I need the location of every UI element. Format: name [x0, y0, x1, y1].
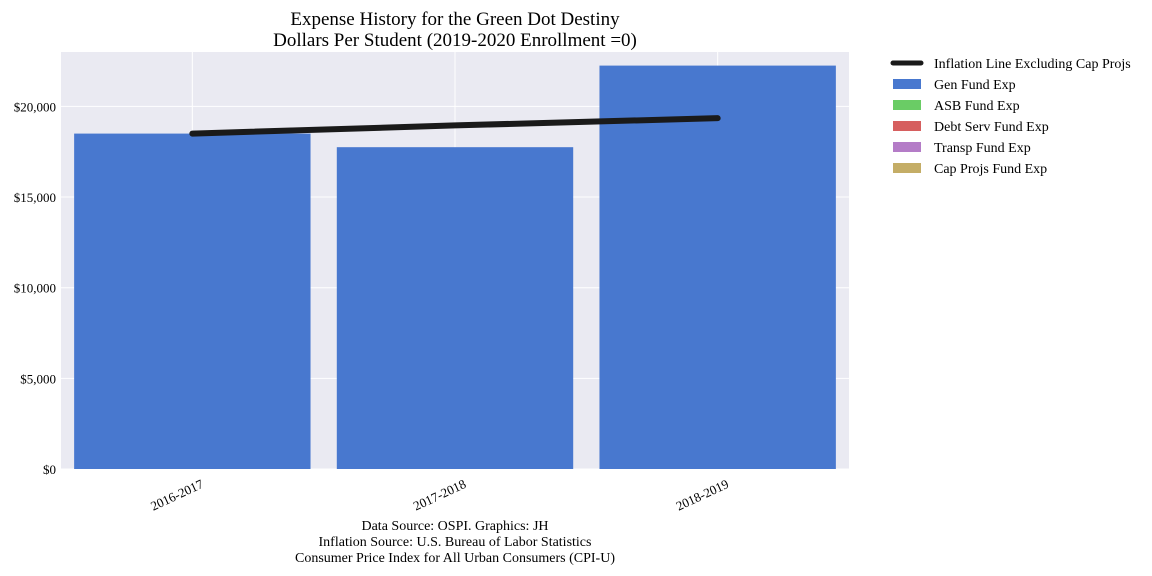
legend-swatch — [893, 142, 921, 152]
legend-label: ASB Fund Exp — [934, 99, 1020, 114]
x-tick-label: 2018-2019 — [674, 476, 731, 513]
legend-swatch — [893, 163, 921, 173]
bar-gen-fund-exp-2016-2017 — [74, 133, 311, 469]
y-tick-label: $20,000 — [14, 99, 56, 114]
source-line: Inflation Source: U.S. Bureau of Labor S… — [319, 535, 592, 550]
legend-swatch — [893, 100, 921, 110]
y-tick-label: $0 — [43, 462, 56, 477]
legend-label: Inflation Line Excluding Cap Projs — [934, 57, 1131, 72]
bars — [74, 65, 836, 469]
legend: Inflation Line Excluding Cap Projs Gen Fu… — [890, 57, 1131, 177]
chart-title: Expense History for the Green Dot Destin… — [290, 9, 620, 30]
y-axis: $0 $5,000 $10,000 $15,000 $20,000 — [14, 99, 56, 477]
source-line: Data Source: OSPI. Graphics: JH — [361, 519, 548, 534]
legend-label: Debt Serv Fund Exp — [934, 120, 1049, 135]
source-line: Consumer Price Index for All Urban Consu… — [295, 551, 615, 566]
x-tick-label: 2016-2017 — [148, 476, 206, 514]
bar-gen-fund-exp-2018-2019 — [599, 65, 836, 469]
bar-gen-fund-exp-2017-2018 — [336, 147, 574, 469]
inflation-line — [189, 115, 721, 137]
x-tick-label: 2017-2018 — [411, 476, 468, 513]
source-notes: Data Source: OSPI. Graphics: JHInflation… — [295, 519, 615, 566]
chart-subtitle: Dollars Per Student (2019-2020 Enrollmen… — [273, 30, 637, 51]
y-tick-label: $15,000 — [14, 190, 56, 205]
legend-swatch — [893, 79, 921, 89]
legend-swatch — [893, 121, 921, 131]
x-axis: 2016-2017 2017-2018 2018-2019 — [148, 476, 731, 514]
y-tick-label: $5,000 — [20, 371, 56, 386]
legend-label: Cap Projs Fund Exp — [934, 162, 1047, 177]
legend-label: Gen Fund Exp — [934, 78, 1016, 93]
inflation-line-layer — [189, 115, 721, 137]
legend-label: Transp Fund Exp — [934, 141, 1031, 156]
y-tick-label: $10,000 — [14, 281, 56, 296]
